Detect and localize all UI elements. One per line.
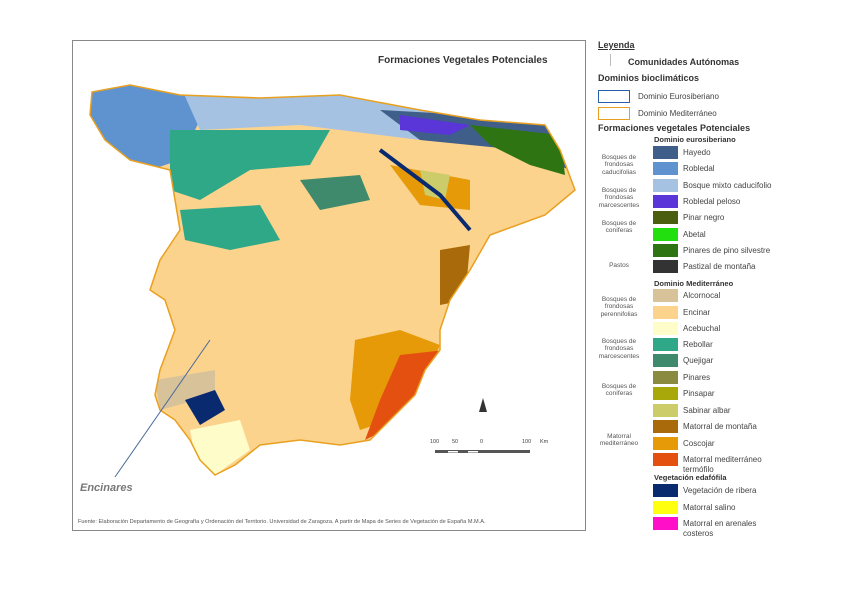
legend-swatch (653, 453, 678, 466)
med-title: Dominio Mediterráneo (654, 279, 734, 288)
legend-title: Leyenda (598, 40, 635, 50)
legend-swatch (653, 437, 678, 450)
legend-swatch (653, 338, 678, 351)
legend-swatch (653, 289, 678, 302)
annotation-arrow (114, 339, 211, 478)
legend-swatch (653, 195, 678, 208)
group-label: Bosques de frondosas perennifolias (600, 296, 638, 318)
group-label: Bosques de coníferas (601, 220, 637, 235)
legend-swatch (653, 260, 678, 273)
legend-label: Rebollar (683, 340, 713, 349)
mediterranean-swatch (598, 107, 630, 120)
group-label: Pastos (609, 262, 629, 269)
map-frame (72, 40, 586, 531)
edaf-title: Vegetación edafófila (654, 473, 727, 482)
legend-label: Robledal peloso (683, 197, 741, 206)
legend-swatch (653, 517, 678, 530)
legend-swatch (653, 371, 678, 384)
legend-swatch (653, 484, 678, 497)
domains-title: Dominios bioclimáticos (598, 73, 700, 83)
legend-swatch (653, 501, 678, 514)
legend-label: Hayedo (683, 148, 711, 157)
legend-swatch (653, 228, 678, 241)
communities-label: Comunidades Autónomas (628, 57, 740, 67)
legend-label: Vegetación de ribera (683, 486, 757, 495)
communities-swatch (598, 54, 611, 66)
legend-swatch (653, 146, 678, 159)
legend-label: Bosque mixto caducifolio (683, 181, 772, 190)
legend-label: Matorral mediterráneo termófilo (683, 455, 762, 474)
legend-swatch (653, 387, 678, 400)
legend-label: Acebuchal (683, 324, 721, 333)
legend-label: Coscojar (683, 439, 715, 448)
eurosiberian-swatch (598, 90, 630, 103)
legend-swatch (653, 306, 678, 319)
legend-swatch (653, 162, 678, 175)
legend-swatch (653, 322, 678, 335)
legend-swatch (653, 354, 678, 367)
legend-label: Matorral salino (683, 503, 736, 512)
group-label: Bosques de coníferas (601, 383, 637, 398)
formations-title: Formaciones vegetales Potenciales (598, 123, 751, 133)
legend-label: Robledal (683, 164, 715, 173)
legend-label: Alcornocal (683, 291, 721, 300)
legend-swatch (653, 244, 678, 257)
north-arrow-icon (479, 398, 487, 412)
legend-label: Pinares de pino silvestre (683, 246, 771, 255)
legend-label: Quejigar (683, 356, 714, 365)
encinares-annotation: Encinares (80, 482, 133, 494)
legend-label: Matorral de montaña (683, 422, 757, 431)
legend-label: Sabinar albar (683, 406, 731, 415)
group-label: Bosques de frondosas marcescentes (598, 187, 640, 209)
mediterranean-border (89, 84, 576, 476)
eurosiberian-label: Dominio Eurosiberiano (638, 92, 719, 101)
source-note: Fuente: Elaboración Departamento de Geog… (78, 519, 486, 525)
legend-label: Pinar negro (683, 213, 725, 222)
scale-bar (435, 450, 530, 453)
legend-label: Encinar (683, 308, 711, 317)
legend-label: Pinsapar (683, 389, 715, 398)
mediterranean-label: Dominio Mediterráneo (638, 109, 717, 118)
group-label: Bosques de frondosas caducifolias (601, 154, 637, 176)
legend-swatch (653, 420, 678, 433)
legend-swatch (653, 404, 678, 417)
euro-title: Dominio eurosiberiano (654, 135, 736, 144)
legend-label: Pinares (683, 373, 711, 382)
group-label: Bosques de frondosas marcescentes (598, 338, 640, 360)
legend-swatch (653, 211, 678, 224)
legend-label: Pastizal de montaña (683, 262, 756, 271)
legend-label: Matorral en arenales costeros (683, 519, 757, 538)
group-label: Matorral mediterráneo (599, 433, 639, 448)
map-title: Formaciones Vegetales Potenciales (378, 55, 548, 66)
legend-swatch (653, 179, 678, 192)
rebollar-area (170, 130, 330, 200)
legend-label: Abetal (683, 230, 706, 239)
